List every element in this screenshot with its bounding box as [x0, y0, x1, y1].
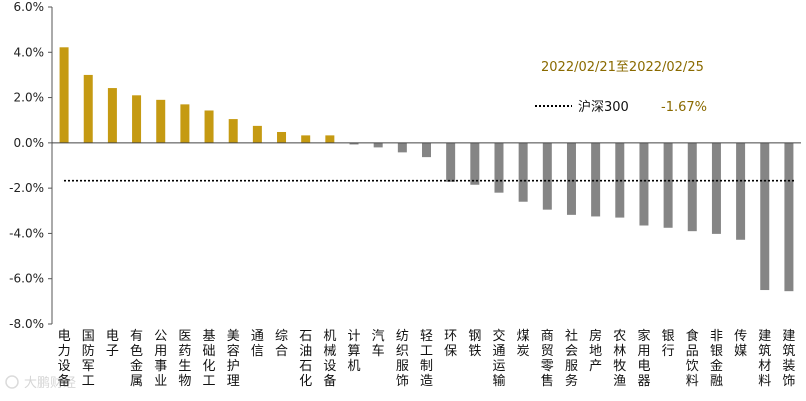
category-label: 纺织服饰	[396, 329, 409, 389]
category-label: 轻工制造	[420, 329, 433, 389]
bar	[132, 95, 142, 143]
bar	[83, 74, 93, 143]
category-label: 社会服务	[565, 328, 578, 389]
category-label: 传媒	[734, 329, 747, 359]
bar	[180, 104, 190, 143]
category-label: 银行	[662, 329, 675, 359]
bar	[711, 142, 721, 234]
y-tick-label: 4.0%	[14, 45, 45, 59]
category-label: 计算机	[348, 329, 361, 374]
bar	[566, 142, 576, 215]
bar	[107, 88, 117, 143]
bar	[252, 125, 262, 143]
bar	[687, 142, 697, 232]
category-label: 建筑材料	[758, 329, 771, 389]
y-tick-label: -4.0%	[9, 226, 44, 240]
category-label: 农林牧渔	[613, 329, 626, 389]
y-tick-label: 2.0%	[14, 91, 45, 105]
category-label: 非银金融	[710, 329, 723, 389]
period-annotation: 2022/02/21至2022/02/25	[541, 60, 704, 75]
category-label: 煤炭	[517, 329, 530, 359]
legend-benchmark-value: -1.67%	[661, 100, 707, 115]
category-label: 机械设备	[323, 329, 336, 389]
y-tick-label: -2.0%	[9, 181, 44, 195]
bar	[397, 142, 407, 153]
bar	[156, 99, 166, 143]
bar	[373, 142, 383, 148]
category-label: 医药生物	[178, 329, 191, 389]
category-label: 国防军工	[82, 329, 95, 389]
bar	[204, 110, 214, 143]
category-label: 钢铁	[468, 329, 481, 359]
bar	[494, 142, 504, 193]
category-label: 商贸零售	[541, 329, 554, 389]
category-label: 美容护理	[227, 329, 240, 389]
bar	[277, 131, 287, 143]
category-label: 家用电器	[637, 328, 650, 389]
watermark: 大鹏财经	[5, 375, 76, 391]
bars	[59, 47, 794, 292]
bar	[663, 142, 673, 228]
category-label: 食品饮料	[686, 328, 699, 389]
category-label: 建筑装饰	[782, 329, 795, 389]
bar	[349, 142, 359, 145]
bar	[446, 142, 456, 182]
category-label: 综合	[275, 329, 288, 359]
category-label: 房地产	[589, 328, 602, 374]
legend-benchmark-name: 沪深300	[578, 99, 629, 115]
category-label: 公用事业	[154, 329, 167, 389]
bar	[639, 142, 649, 226]
bar	[542, 142, 552, 210]
bar	[422, 142, 431, 158]
category-labels: 电力设备国防军工电子有色金属公用事业医药生物基础化工美容护理通信综合石油石化机械…	[58, 328, 796, 389]
bar	[301, 135, 311, 143]
bar	[59, 47, 69, 143]
bar	[470, 142, 480, 185]
bar	[591, 142, 601, 217]
bar	[325, 135, 335, 143]
y-tick-label: 0.0%	[14, 136, 45, 150]
category-label: 环保	[444, 329, 457, 359]
category-label: 有色金属	[130, 329, 143, 389]
bar	[736, 142, 746, 240]
category-label: 电力设备	[58, 329, 71, 389]
y-tick-label: -6.0%	[9, 272, 44, 286]
bar	[760, 142, 770, 291]
bar	[518, 142, 528, 202]
category-label: 电子	[106, 329, 119, 359]
watermark-logo-icon	[5, 375, 19, 389]
category-label: 通信	[251, 329, 264, 359]
bar	[784, 142, 794, 292]
category-label: 交通运输	[492, 328, 505, 389]
y-axis: 6.0% 4.0% 2.0% 0.0% -2.0% -4.0% -6.0% -8.0%	[9, 0, 53, 331]
category-label: 石油石化	[299, 329, 312, 389]
watermark-text: 大鹏财经	[24, 376, 76, 391]
bar	[228, 119, 238, 143]
bar	[615, 142, 625, 218]
category-label: 基础化工	[203, 329, 216, 389]
y-tick-label: 6.0%	[14, 0, 45, 14]
category-label: 汽车	[372, 329, 385, 359]
y-tick-label: -8.0%	[9, 317, 44, 331]
